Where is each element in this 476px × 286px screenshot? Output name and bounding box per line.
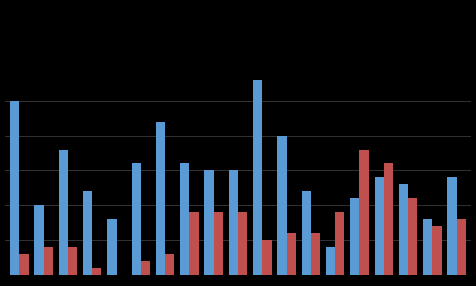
Bar [107,219,117,275]
Bar [287,233,296,275]
Bar [375,177,384,275]
Bar [423,219,432,275]
Bar [350,198,359,275]
Bar [141,261,150,275]
Bar [229,170,238,275]
Bar [399,184,408,275]
Bar [68,247,77,275]
Bar [156,122,165,275]
Bar [44,247,53,275]
Bar [238,212,247,275]
Bar [59,150,68,275]
Bar [34,205,44,275]
Bar [456,219,466,275]
Bar [335,212,345,275]
Bar [326,247,335,275]
Bar [432,226,442,275]
Bar [311,233,320,275]
Bar [92,268,101,275]
Bar [20,254,29,275]
Bar [10,101,20,275]
Bar [262,240,271,275]
Bar [205,170,214,275]
Bar [180,163,189,275]
Bar [302,191,311,275]
Bar [278,136,287,275]
Bar [447,177,456,275]
Bar [214,212,223,275]
Bar [131,163,141,275]
Bar [83,191,92,275]
Bar [189,212,198,275]
Bar [359,150,369,275]
Bar [408,198,417,275]
Bar [165,254,174,275]
Bar [384,163,393,275]
Bar [253,80,262,275]
